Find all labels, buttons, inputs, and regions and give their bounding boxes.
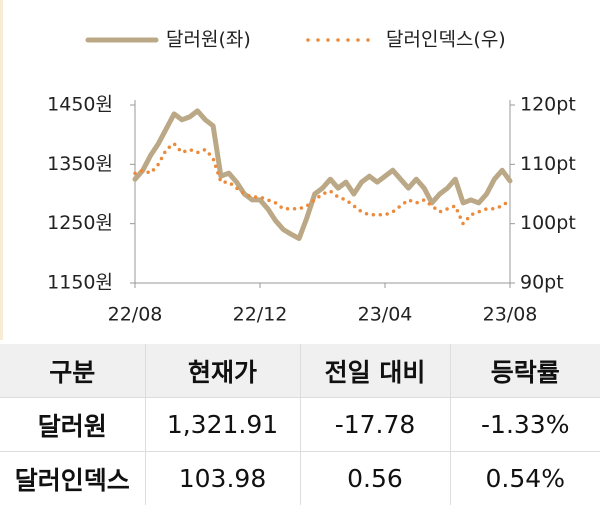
- row: 달러원 1,321.91 -17.78 -1.33%: [0, 398, 600, 452]
- y2-tick-label: 100pt: [520, 212, 576, 234]
- cell: 0.54%: [450, 452, 600, 505]
- header-cell: 구분: [0, 344, 145, 398]
- chart: 1450원 1350원 1250원 1150원 120pt 110pt 100pt 90pt 2…: [0, 0, 600, 340]
- y-tick-label: 1150원: [47, 272, 113, 294]
- header-cell: 전일 대비: [300, 344, 450, 398]
- y2-tick-label: 110pt: [520, 153, 576, 175]
- legend-label: 달러인덱스(우): [386, 29, 506, 51]
- cell: 달러원: [0, 398, 145, 452]
- x-tick-label: 22/12: [233, 304, 288, 326]
- x-tick-label: 23/08: [483, 304, 538, 326]
- cell: 1,321.91: [145, 398, 300, 452]
- header-cell: 등락률: [450, 344, 600, 398]
- quote-table: 구분 현재가 전일 대비 등락률 달러원 1,321.91 -17.78 -1.…: [0, 344, 600, 505]
- y2-tick-label: 120pt: [520, 94, 576, 116]
- y-tick-label: 1350원: [47, 153, 113, 175]
- cell: 달러인덱스: [0, 452, 145, 505]
- cell: -1.33%: [450, 398, 600, 452]
- x-tick-label: 23/04: [358, 304, 413, 326]
- cell: 0.56: [300, 452, 450, 505]
- cell: 103.98: [145, 452, 300, 505]
- header-row: 구분 현재가 전일 대비 등락률: [0, 344, 600, 398]
- series-line: [135, 111, 510, 239]
- header-cell: 현재가: [145, 344, 300, 398]
- y-tick-label: 1450원: [47, 94, 113, 116]
- cell: -17.78: [300, 398, 450, 452]
- y2-tick-label: 90pt: [520, 272, 564, 294]
- row: 달러인덱스 103.98 0.56 0.54%: [0, 452, 600, 505]
- y-tick-label: 1250원: [47, 212, 113, 234]
- legend-label: 달러원(좌): [166, 29, 251, 51]
- x-tick-label: 22/08: [108, 304, 163, 326]
